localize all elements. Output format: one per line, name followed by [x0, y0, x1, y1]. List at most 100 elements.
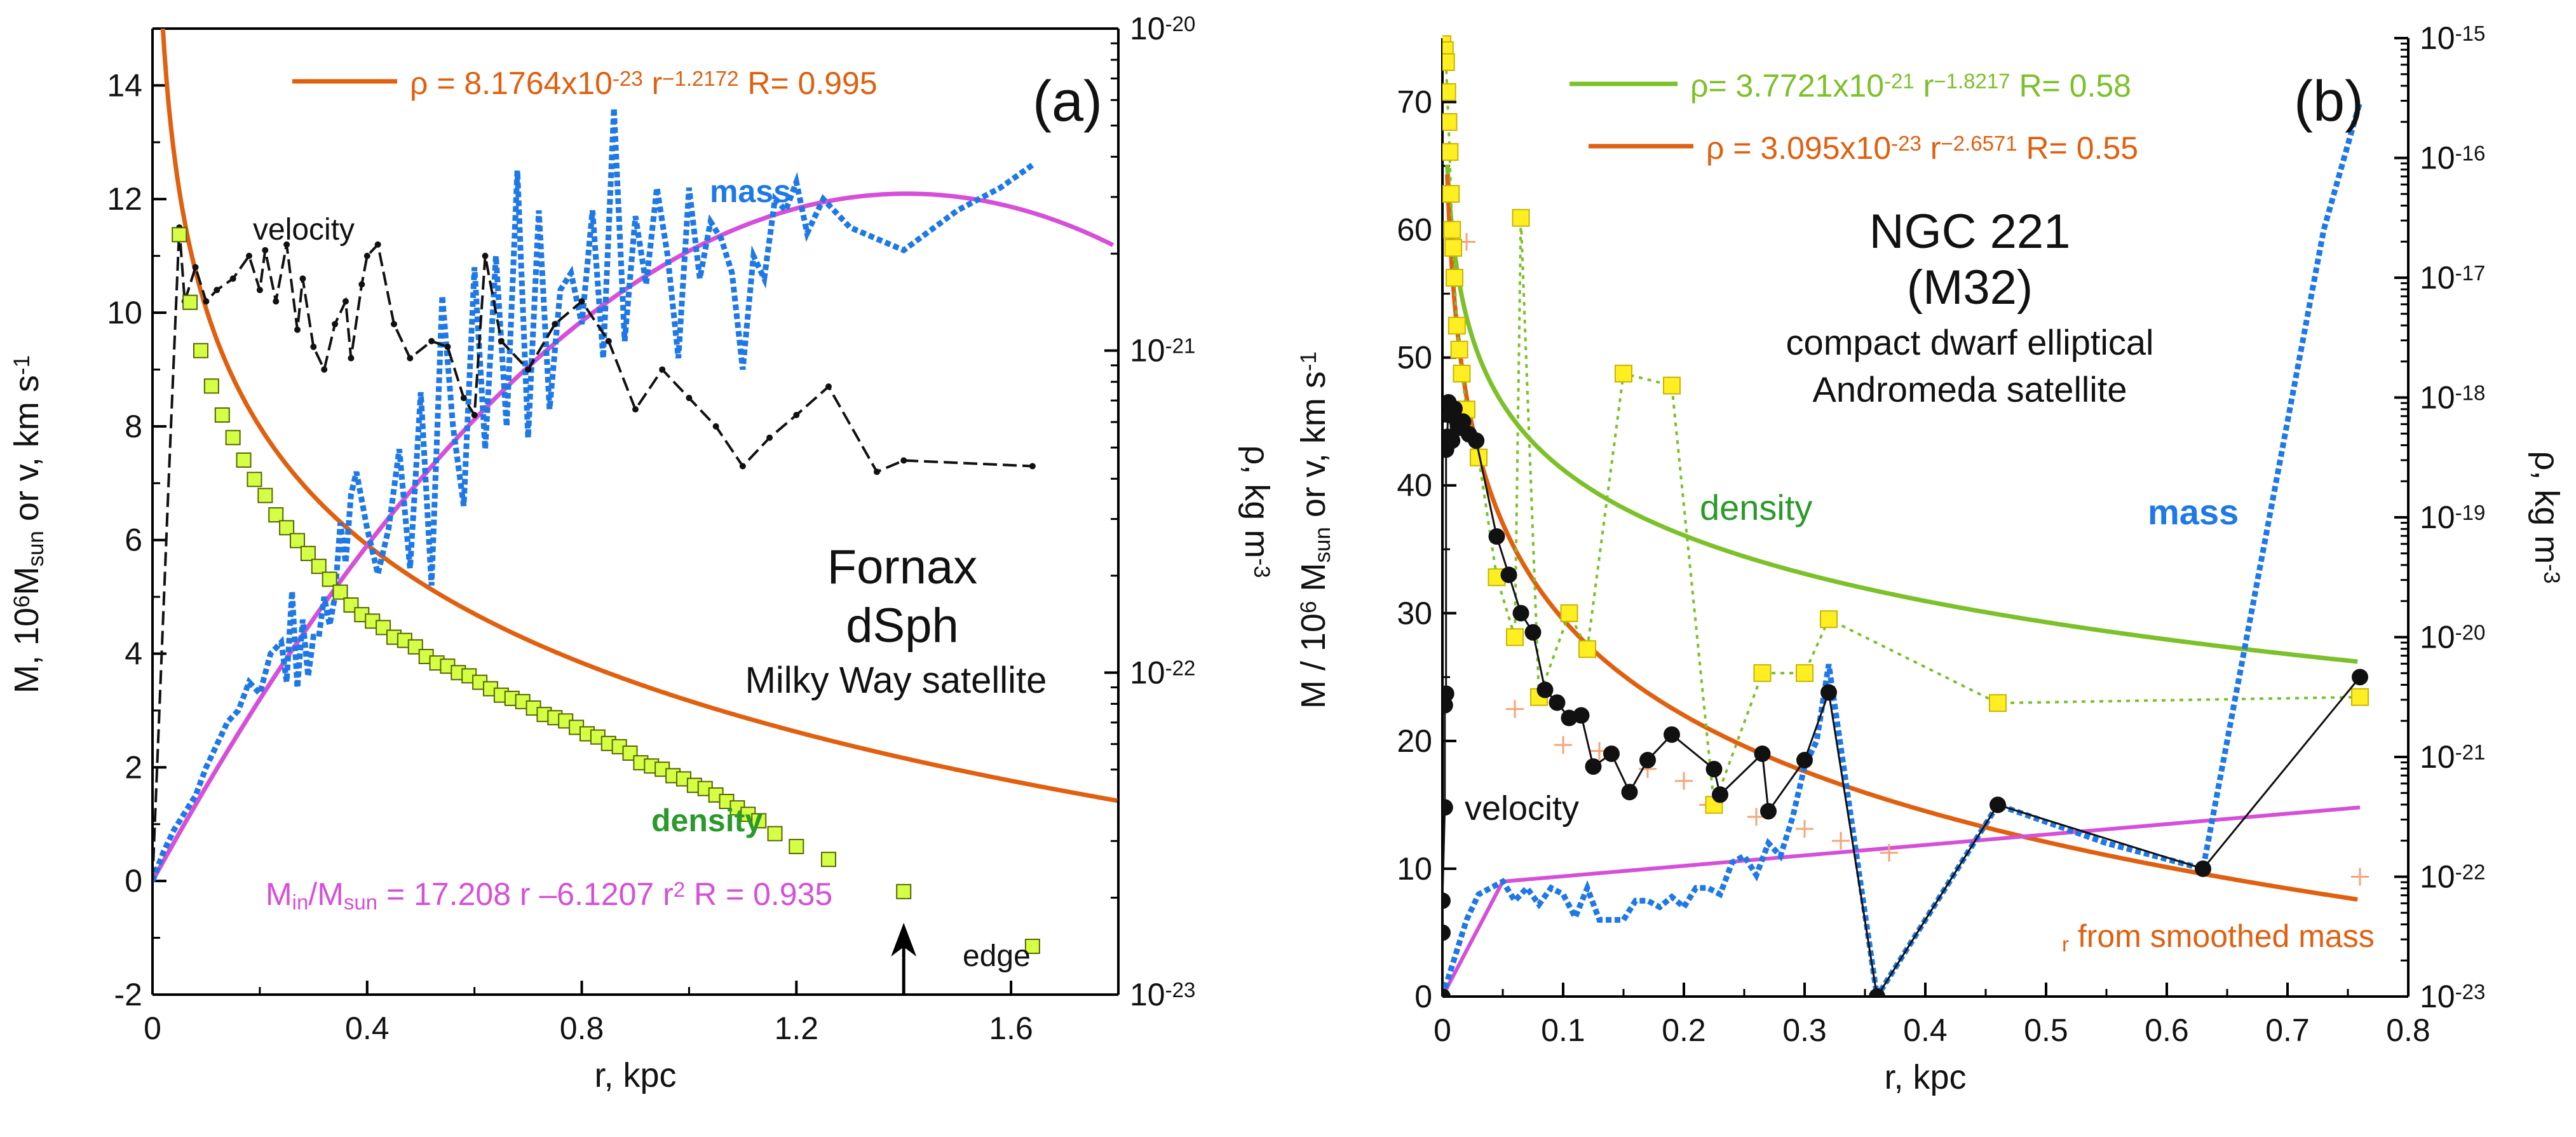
density-point	[1442, 185, 1460, 203]
density-point	[1450, 341, 1468, 359]
velocity-point	[1621, 784, 1638, 801]
velocity-series	[153, 227, 1033, 882]
velocity-point	[1536, 681, 1554, 698]
velocity-point	[498, 337, 505, 344]
velocity-point	[262, 247, 269, 254]
y-tick-label: 30	[1397, 596, 1432, 631]
velocity-point	[1639, 752, 1656, 769]
density-point	[821, 852, 836, 868]
y-axis-label: M, 106Msun or v, km s-1	[8, 355, 48, 693]
y-tick-label: 50	[1397, 340, 1432, 376]
x-tick-label: 0.8	[2386, 1012, 2430, 1048]
density-point	[225, 430, 241, 446]
title-compact-dwarf: compact dwarf elliptical	[1786, 322, 2154, 362]
velocity-point	[2352, 669, 2368, 686]
velocity-point	[1442, 924, 1451, 941]
density-point	[1442, 143, 1459, 161]
density-point	[1820, 610, 1838, 629]
x-tick-label: 0.4	[345, 1011, 390, 1046]
velocity-point	[525, 366, 532, 373]
velocity-point	[363, 252, 370, 259]
velocity-point	[1705, 761, 1723, 778]
velocity-point	[1512, 604, 1529, 622]
velocity-point	[874, 468, 880, 475]
velocity-point	[273, 298, 280, 305]
y-tick-label: 0	[125, 863, 142, 899]
velocity-point	[825, 383, 832, 390]
density-point	[279, 520, 295, 536]
velocity-point	[358, 281, 365, 288]
velocity-point	[632, 406, 639, 413]
plus-marker	[1880, 843, 1898, 862]
panel-b-ngc221: 0 0.1 0.2 0.3 0.4 0.5 0.6 0.7 0.8 0 10 20 30 40 50 60 70…	[1294, 20, 2566, 1096]
density-fit-green-curve	[1445, 164, 2358, 664]
velocity-point	[1760, 803, 1777, 820]
velocity-point	[1500, 566, 1517, 583]
plus-marker	[1506, 700, 1524, 718]
velocity-point	[766, 434, 773, 441]
density-point	[751, 813, 767, 829]
x-tick-label: 0.1	[1541, 1012, 1585, 1048]
density-fit-orange-equation: ρ = 3.095x10-23 r−2.6571 R= 0.55	[1706, 130, 2138, 166]
title-fornax: Fornax	[827, 540, 978, 594]
velocity-point	[1446, 400, 1463, 418]
density-point	[1447, 317, 1466, 335]
y-tick-label: 8	[125, 409, 142, 444]
velocity-point	[1442, 988, 1451, 997]
density-point	[1442, 53, 1455, 71]
y2-tick-label: 10-23	[2420, 979, 2485, 1014]
velocity-point	[1664, 726, 1680, 743]
velocity-point	[1990, 796, 2006, 814]
velocity-label-a: velocity	[253, 213, 355, 247]
velocity-point	[246, 252, 252, 259]
mass-fit-curve	[153, 191, 1115, 882]
x-tick-label: 1.6	[989, 1011, 1033, 1046]
density-fit-equation: ρ = 8.1764x10-23 r−1.2172 R= 0.995	[410, 65, 878, 101]
plus-marker	[1554, 736, 1572, 754]
velocity-point	[712, 423, 719, 430]
velocity-point	[1585, 758, 1602, 775]
velocity-point	[686, 395, 693, 402]
density-point	[1560, 604, 1578, 622]
density-point	[1796, 664, 1813, 683]
density-point	[300, 545, 316, 561]
density-point	[182, 294, 198, 310]
density-point	[1442, 83, 1456, 101]
velocity-point	[460, 395, 467, 402]
velocity-point	[793, 412, 800, 418]
smoothed-mass-label: r from smoothed mass	[2062, 918, 2375, 956]
plot-area-b	[1442, 35, 2369, 997]
density-point	[2351, 688, 2369, 706]
title-ngc221: NGC 221	[1869, 205, 2071, 259]
density-point	[322, 571, 337, 587]
velocity-point	[1488, 528, 1505, 545]
edge-arrow-head	[891, 923, 917, 957]
panel-label-b: (b)	[2294, 70, 2364, 133]
plus-marker	[1747, 808, 1765, 826]
velocity-label-b: velocity	[1465, 789, 1579, 827]
velocity-point	[1573, 707, 1590, 724]
velocity-point	[203, 298, 210, 305]
title-dsph: dSph	[846, 599, 959, 653]
x-tick-label: 0.4	[1903, 1012, 1948, 1048]
mass-series	[153, 107, 1034, 882]
y-tick-label: 14	[107, 67, 142, 103]
y2-tick-label: 10-15	[2420, 20, 2485, 56]
density-point	[1443, 221, 1461, 239]
velocity-point	[374, 241, 381, 248]
mass-series	[1442, 101, 2363, 997]
mass-fit-equation: Min/Msun = 17.208 r –6.1207 r2 R = 0.935	[266, 876, 832, 914]
velocity-point	[407, 355, 414, 362]
y2-tick-label: 10-16	[2420, 140, 2485, 176]
x-tick-label: 1.2	[775, 1011, 819, 1046]
plus-marker	[2351, 868, 2369, 886]
density-point	[1446, 269, 1463, 287]
panel-label-a: (a)	[1033, 70, 1102, 133]
x-tick-label: 0.3	[1782, 1012, 1827, 1048]
velocity-point	[428, 337, 435, 344]
density-label-b: density	[1700, 487, 1812, 528]
plus-marker	[1832, 831, 1850, 850]
density-point	[789, 838, 804, 854]
velocity-point	[1029, 463, 1036, 470]
